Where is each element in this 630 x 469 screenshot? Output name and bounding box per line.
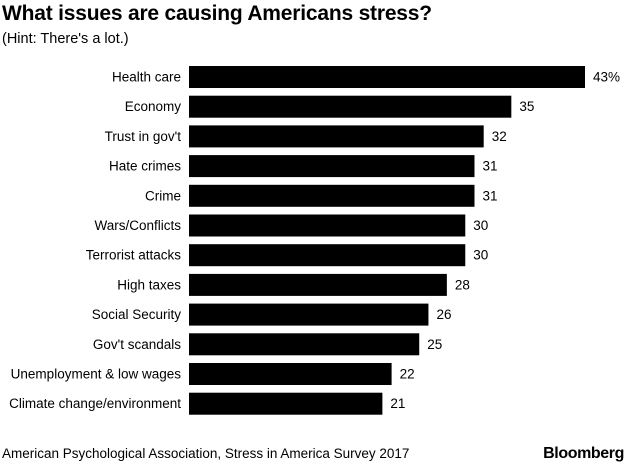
bar bbox=[189, 214, 466, 237]
value-label: 22 bbox=[400, 367, 415, 382]
bar bbox=[189, 273, 447, 296]
chart-title: What issues are causing Americans stress… bbox=[2, 2, 432, 25]
category-label: Hate crimes bbox=[109, 159, 181, 174]
value-label: 25 bbox=[427, 337, 442, 352]
bar bbox=[189, 303, 429, 326]
value-label: 26 bbox=[436, 307, 451, 322]
category-label: Climate change/environment bbox=[9, 396, 181, 411]
value-label: 43% bbox=[593, 70, 620, 85]
chart-subtitle: (Hint: There's a lot.) bbox=[2, 31, 129, 47]
category-label: High taxes bbox=[117, 277, 181, 292]
bar bbox=[189, 363, 392, 385]
category-label: Wars/Conflicts bbox=[94, 218, 181, 233]
category-label: Health care bbox=[112, 70, 181, 85]
category-label: Trust in gov't bbox=[105, 129, 182, 144]
category-label: Crime bbox=[145, 188, 181, 203]
category-label: Gov't scandals bbox=[93, 337, 181, 352]
value-label: 35 bbox=[519, 99, 534, 114]
source-note: American Psychological Association, Stre… bbox=[2, 446, 410, 461]
category-label: Terrorist attacks bbox=[86, 248, 182, 263]
value-label: 31 bbox=[482, 188, 497, 203]
bloomberg-logo: Bloomberg bbox=[543, 445, 624, 462]
category-label: Social Security bbox=[92, 307, 182, 322]
category-label: Unemployment & low wages bbox=[11, 367, 182, 382]
value-label: 30 bbox=[473, 218, 488, 233]
bar bbox=[189, 155, 475, 178]
value-label: 28 bbox=[455, 277, 470, 292]
bar bbox=[189, 244, 466, 267]
bar bbox=[189, 95, 512, 118]
bar bbox=[189, 392, 383, 415]
bar bbox=[189, 184, 475, 207]
bar bbox=[189, 333, 420, 356]
value-label: 30 bbox=[473, 248, 488, 263]
category-label: Economy bbox=[125, 99, 182, 114]
value-label: 32 bbox=[492, 129, 507, 144]
value-label: 21 bbox=[390, 396, 405, 411]
value-label: 31 bbox=[482, 159, 497, 174]
bar bbox=[189, 66, 585, 88]
bar bbox=[189, 125, 484, 148]
